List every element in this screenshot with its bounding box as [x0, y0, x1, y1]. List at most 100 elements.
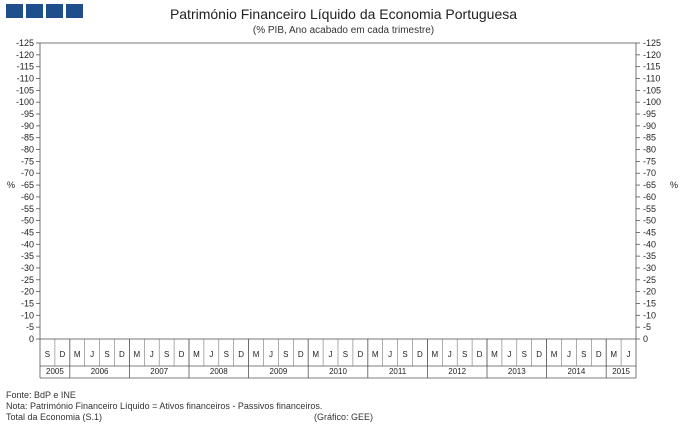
- x-tick-label: M: [491, 350, 498, 359]
- year-label: 2012: [448, 367, 466, 376]
- year-label: 2008: [210, 367, 228, 376]
- x-tick-label: D: [238, 350, 244, 359]
- y-tick-label-left: -65: [21, 180, 34, 190]
- x-tick-label: M: [134, 350, 141, 359]
- y-tick-label-left: -95: [21, 109, 34, 119]
- y-tick-label-right: -75: [643, 156, 656, 166]
- logo-block: [26, 4, 43, 18]
- year-label: 2013: [508, 367, 526, 376]
- x-tick-label: D: [596, 350, 602, 359]
- definition-note: Nota: Património Financeiro Líquido = At…: [6, 401, 323, 411]
- x-tick-label: M: [74, 350, 81, 359]
- y-tick-label-right: -5: [643, 322, 651, 332]
- year-label: 2010: [329, 367, 347, 376]
- year-label: 2014: [568, 367, 586, 376]
- y-tick-label-right: -25: [643, 275, 656, 285]
- y-tick-label-left: -10: [21, 310, 34, 320]
- x-tick-label: D: [59, 350, 65, 359]
- x-tick-label: J: [448, 350, 452, 359]
- y-tick-label-right: -35: [643, 251, 656, 261]
- y-tick-label-right: -40: [643, 239, 656, 249]
- source-note: Fonte: BdP e INE: [6, 390, 76, 400]
- y-tick-label-right: -30: [643, 263, 656, 273]
- y-axis-label-left: %: [7, 180, 15, 190]
- y-tick-label-left: -125: [16, 38, 34, 48]
- x-tick-label: D: [179, 350, 185, 359]
- scope-note: Total da Economia (S.1): [6, 412, 103, 422]
- x-tick-label: J: [567, 350, 571, 359]
- y-tick-label-right: -45: [643, 227, 656, 237]
- x-tick-label: S: [462, 350, 467, 359]
- x-tick-label: M: [193, 350, 200, 359]
- y-tick-label-left: -80: [21, 145, 34, 155]
- y-tick-label-right: -10: [643, 310, 656, 320]
- x-tick-label: J: [90, 350, 94, 359]
- year-label: 2009: [270, 367, 288, 376]
- x-tick-label: S: [283, 350, 288, 359]
- x-tick-label: J: [150, 350, 154, 359]
- y-tick-label-left: -25: [21, 275, 34, 285]
- x-tick-label: D: [536, 350, 542, 359]
- x-tick-label: S: [522, 350, 527, 359]
- y-tick-label-left: -115: [17, 62, 34, 72]
- y-tick-label-right: -110: [643, 74, 660, 84]
- y-tick-label-right: -50: [643, 216, 656, 226]
- x-tick-label: D: [119, 350, 125, 359]
- year-label: 2011: [389, 367, 407, 376]
- x-tick-label: S: [104, 350, 109, 359]
- logo-block: [66, 4, 83, 18]
- x-tick-label: D: [357, 350, 363, 359]
- x-tick-label: S: [224, 350, 229, 359]
- y-tick-label-left: -40: [21, 239, 34, 249]
- y-tick-label-left: -30: [21, 263, 34, 273]
- y-axis-label-right: %: [670, 180, 678, 190]
- y-tick-label-right: -105: [643, 85, 661, 95]
- chart-title: Património Financeiro Líquido da Economi…: [169, 6, 518, 22]
- year-label: 2006: [91, 367, 109, 376]
- x-tick-label: D: [477, 350, 483, 359]
- y-tick-label-left: -105: [16, 85, 34, 95]
- y-tick-label-left: -100: [16, 97, 34, 107]
- y-tick-label-right: -95: [643, 109, 656, 119]
- x-tick-label: M: [432, 350, 439, 359]
- y-tick-label-right: -55: [643, 204, 656, 214]
- y-tick-label-right: -120: [643, 50, 661, 60]
- y-tick-label-left: -70: [21, 168, 34, 178]
- y-tick-label-left: -20: [21, 287, 34, 297]
- chart-subtitle: (% PIB, Ano acabado em cada trimestre): [252, 25, 435, 36]
- y-tick-label-right: -70: [643, 168, 656, 178]
- logo-block: [6, 4, 23, 18]
- y-tick-label-left: 0: [29, 334, 34, 344]
- year-label: 2015: [612, 367, 630, 376]
- y-tick-label-left: -75: [21, 156, 34, 166]
- gee-logo-icon: [6, 4, 83, 18]
- x-tick-label: S: [343, 350, 348, 359]
- x-tick-label: J: [507, 350, 511, 359]
- y-tick-label-left: -45: [21, 227, 34, 237]
- y-tick-label-left: -55: [21, 204, 34, 214]
- y-tick-label-right: -100: [643, 97, 661, 107]
- x-tick-label: J: [269, 350, 273, 359]
- x-tick-label: J: [329, 350, 333, 359]
- y-tick-label-right: -90: [643, 121, 656, 131]
- x-tick-label: S: [45, 350, 50, 359]
- y-tick-label-right: -125: [643, 38, 661, 48]
- y-tick-label-left: -60: [21, 192, 34, 202]
- x-tick-label: D: [417, 350, 423, 359]
- x-tick-label: D: [298, 350, 304, 359]
- y-tick-label-left: -85: [21, 133, 34, 143]
- y-tick-label-right: -80: [643, 145, 656, 155]
- x-tick-label: J: [627, 350, 631, 359]
- y-tick-label-right: -20: [643, 287, 656, 297]
- x-tick-label: S: [164, 350, 169, 359]
- x-tick-label: M: [253, 350, 260, 359]
- y-tick-label-left: -110: [17, 74, 34, 84]
- y-tick-label-right: -85: [643, 133, 656, 143]
- y-tick-label-left: -15: [21, 298, 34, 308]
- y-tick-label-left: -35: [21, 251, 34, 261]
- x-tick-label: M: [312, 350, 319, 359]
- x-tick-label: S: [581, 350, 586, 359]
- y-tick-label-left: -90: [21, 121, 34, 131]
- x-tick-label: M: [610, 350, 617, 359]
- y-tick-label-right: -115: [643, 62, 660, 72]
